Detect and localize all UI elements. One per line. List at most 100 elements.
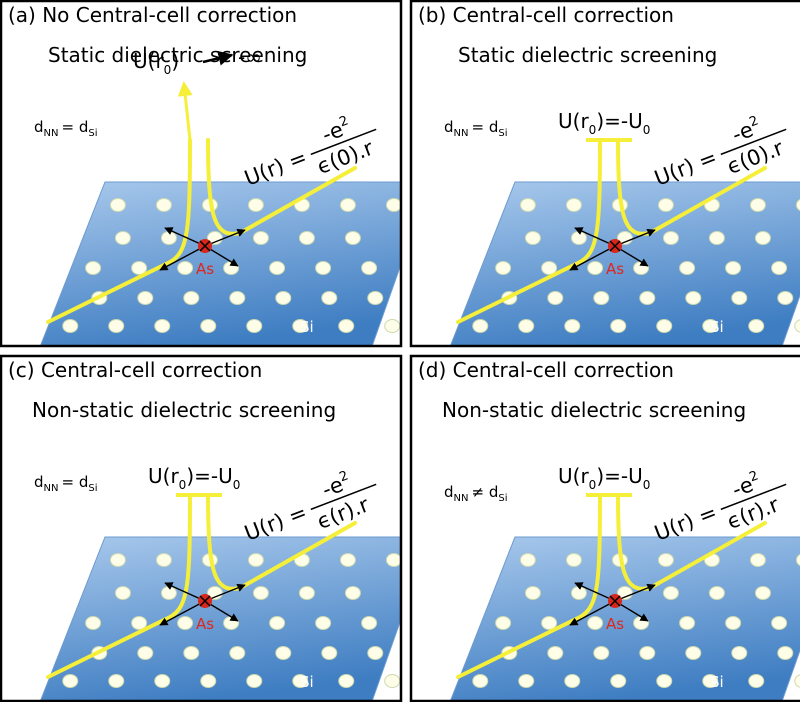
lattice-atom <box>384 319 401 333</box>
panel: As Si (a) No Central-cell correction Static… <box>0 0 403 348</box>
panel-border <box>409 0 800 348</box>
lattice-atom <box>679 616 696 630</box>
distance-sub: Si <box>498 493 507 504</box>
lattice-atom <box>62 319 79 333</box>
formula-numerator: -e2 <box>728 468 764 502</box>
potential-label: U(r0) <box>133 49 179 77</box>
lattice-atom <box>252 586 269 600</box>
lattice-atom <box>137 291 154 305</box>
impurity-cross <box>199 595 211 607</box>
lattice-atom <box>518 319 535 333</box>
panel: As Si (c) Central-cell correction Non-stati… <box>0 354 403 702</box>
lattice-atom <box>633 616 650 630</box>
lattice-atom <box>177 616 194 630</box>
panel-title: (b) Central-cell correction <box>418 3 674 27</box>
bond-arrow <box>159 245 206 271</box>
lattice-atom <box>565 553 582 567</box>
lattice-atom <box>777 291 794 305</box>
lattice-atom <box>771 616 788 630</box>
lattice-atom <box>108 674 125 688</box>
limit-arrow <box>202 50 234 66</box>
lattice-atom <box>339 198 356 212</box>
impurity-cross <box>609 240 621 252</box>
lattice-atom <box>685 646 702 660</box>
lattice-atom <box>754 586 771 600</box>
lattice-atom <box>252 231 269 245</box>
panel-title: (c) Central-cell correction <box>8 358 262 382</box>
lattice-atom <box>547 291 564 305</box>
potential-sub: 0 <box>643 478 651 492</box>
lattice-atom <box>85 616 102 630</box>
lattice-atom <box>223 616 240 630</box>
bond-arrow <box>159 600 206 626</box>
host-label: Si <box>300 318 314 336</box>
lattice-atom <box>524 231 541 245</box>
lattice-atom <box>754 231 771 245</box>
lattice-atom <box>524 586 541 600</box>
impurity-label: As <box>196 260 214 278</box>
lattice-atom <box>108 319 125 333</box>
lattice-atom <box>131 616 148 630</box>
lattice-atom <box>292 674 309 688</box>
host-label: Si <box>300 673 314 691</box>
bond-arrow <box>164 227 206 247</box>
lattice-atom <box>472 319 489 333</box>
panel-body: As Si <box>39 81 402 347</box>
lattice-atom <box>247 198 264 212</box>
lattice-atom <box>725 616 742 630</box>
potential-sub: 0 <box>179 478 187 492</box>
potential-sub: 0 <box>589 478 597 492</box>
lattice-atom <box>385 553 402 567</box>
lattice-atom <box>344 231 361 245</box>
lattice-atom <box>109 553 126 567</box>
bond-arrow <box>574 227 616 247</box>
lattice-atom <box>200 319 217 333</box>
lattice-atom <box>610 319 627 333</box>
lattice-atom <box>639 291 656 305</box>
potential-tail: )=-U <box>596 109 642 133</box>
distance-relation: = d <box>62 118 89 136</box>
lattice-atom <box>731 646 748 660</box>
lattice-atom <box>771 261 788 275</box>
panel: As Si (d) Central-cell correction Non-stati… <box>409 354 800 702</box>
lattice-atom <box>246 674 263 688</box>
panel-subtitle: Non-static dielectric screening <box>442 398 746 422</box>
distance-sub: Si <box>498 128 507 139</box>
lattice-atom <box>472 674 489 688</box>
impurity-label: As <box>196 615 214 633</box>
lattice-atom <box>385 198 402 212</box>
panel-subtitle: Static dielectric screening <box>458 43 717 67</box>
lattice-atom <box>541 261 558 275</box>
lattice-atom <box>518 674 535 688</box>
lattice-atom <box>495 261 512 275</box>
lattice-atom <box>338 319 355 333</box>
bond-arrow <box>614 583 656 602</box>
lattice-atom <box>685 291 702 305</box>
lattice-atom <box>200 674 217 688</box>
lattice-atom <box>339 553 356 567</box>
panel-body: As Si <box>39 493 402 702</box>
lattice-atom <box>749 553 766 567</box>
lattice-atom <box>223 261 240 275</box>
lattice-atom <box>160 586 177 600</box>
lattice-atom <box>315 616 332 630</box>
lattice-atom <box>183 291 200 305</box>
distance-d: d <box>34 473 44 491</box>
lattice-atom <box>656 674 673 688</box>
fraction-bar <box>310 128 377 156</box>
lattice-atom <box>62 674 79 688</box>
panel-body: As Si <box>449 138 800 347</box>
potential-text: U(r <box>133 49 164 73</box>
bond-arrow <box>574 582 616 602</box>
panel-border <box>0 354 403 702</box>
potential-curve <box>46 493 192 679</box>
distance-label: dNN = dSi <box>34 473 98 494</box>
lattice-atom <box>155 198 172 212</box>
potential-curve <box>456 493 602 679</box>
distance-relation: ≠ d <box>472 483 499 501</box>
lattice-atom <box>292 319 309 333</box>
distance-sub: Si <box>88 483 97 494</box>
lattice-atom <box>275 646 292 660</box>
potential-sub: 0 <box>233 478 241 492</box>
